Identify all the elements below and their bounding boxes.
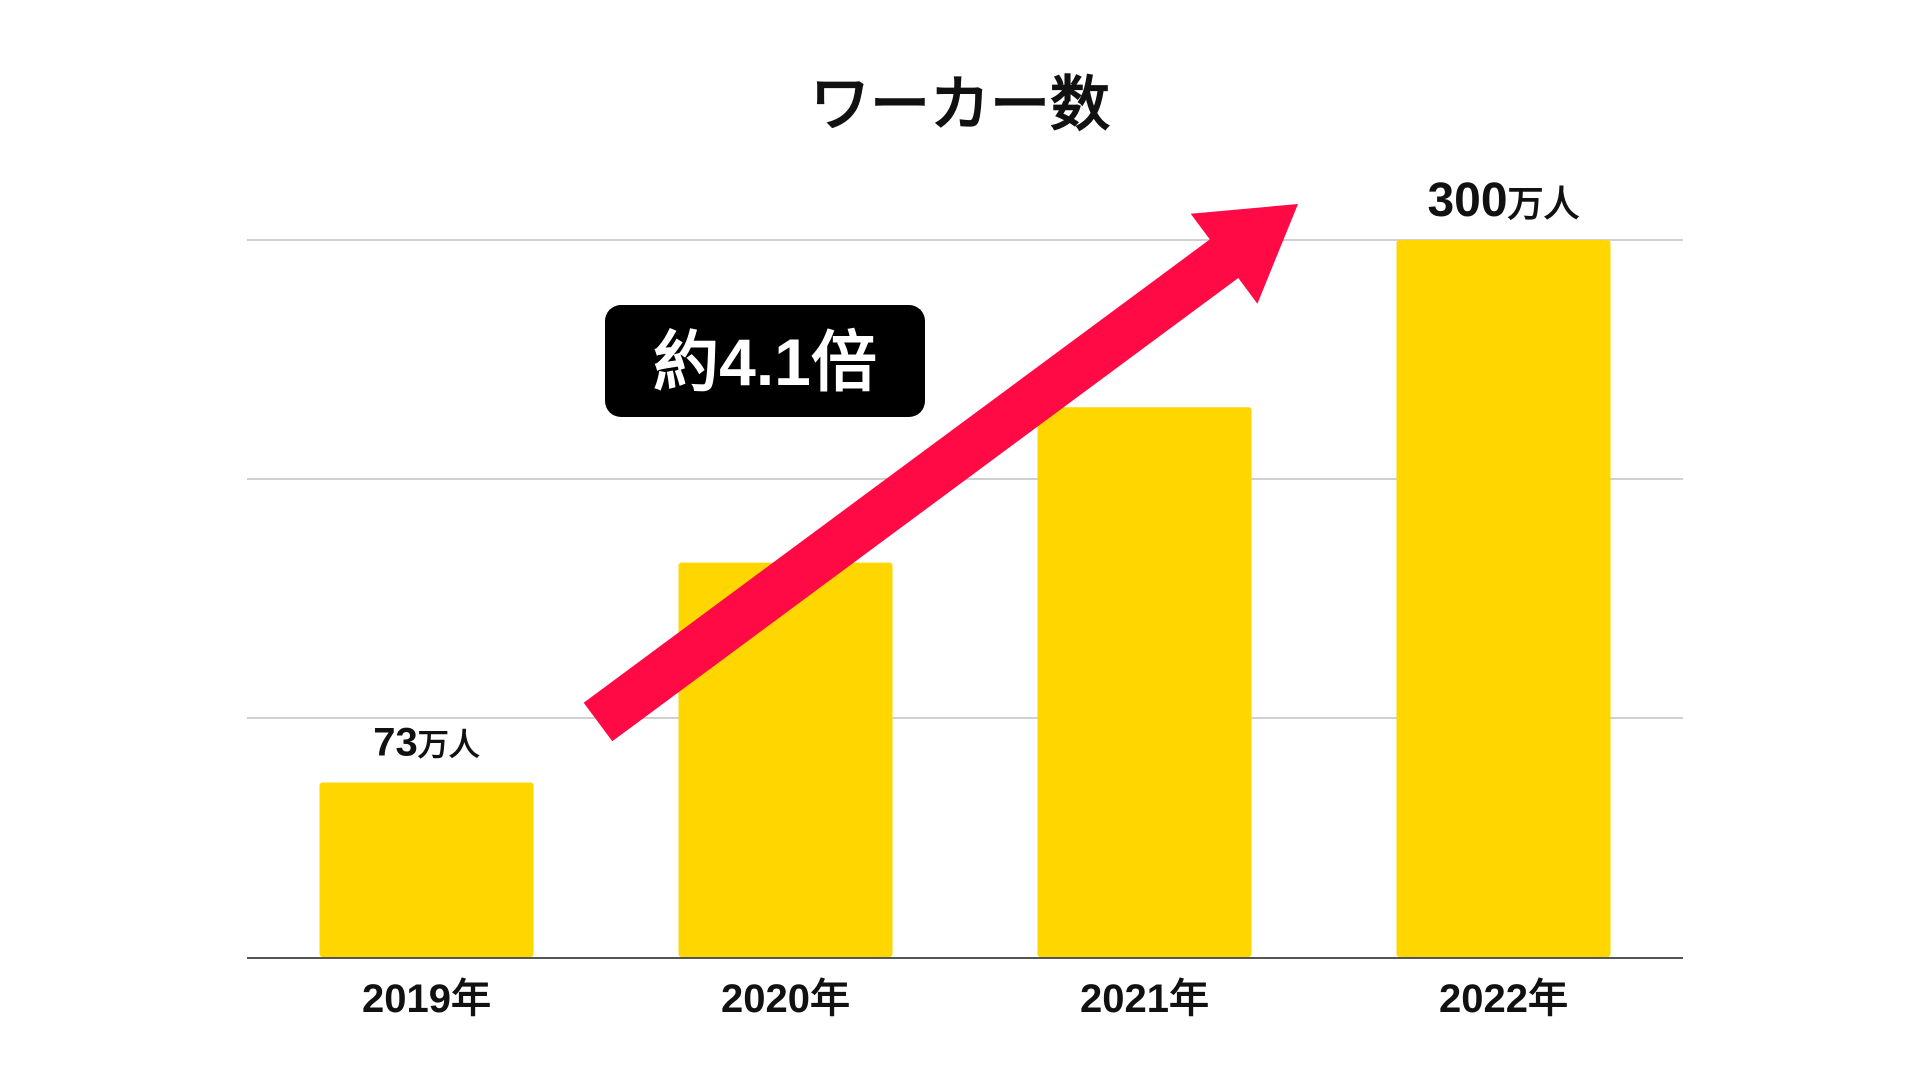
data-label-2019年: 73万人	[373, 721, 480, 765]
bar-2021年	[1037, 407, 1252, 957]
bar-2020年	[678, 562, 893, 957]
bar-2019年	[319, 782, 534, 957]
bars	[319, 240, 1611, 957]
x-tick-label: 2022年	[1439, 977, 1568, 1021]
x-tick-label: 2020年	[721, 977, 850, 1021]
growth-callout: 約4.1倍	[605, 305, 925, 417]
x-tick-label: 2019年	[362, 977, 491, 1021]
x-tick-labels: 2019年 2020年 2021年 2022年	[362, 977, 1568, 1021]
growth-callout-box	[605, 305, 925, 417]
chart-title: ワーカー数	[810, 71, 1110, 138]
growth-callout-text: 約4.1倍	[653, 325, 877, 399]
data-label-2022年: 300万人	[1427, 174, 1579, 227]
growth-arrow-icon	[583, 204, 1298, 742]
data-labels: 73万人 300万人	[373, 174, 1579, 765]
x-tick-label: 2021年	[1080, 977, 1209, 1021]
bar-2022年	[1396, 240, 1611, 957]
growth-arrow	[583, 204, 1298, 742]
